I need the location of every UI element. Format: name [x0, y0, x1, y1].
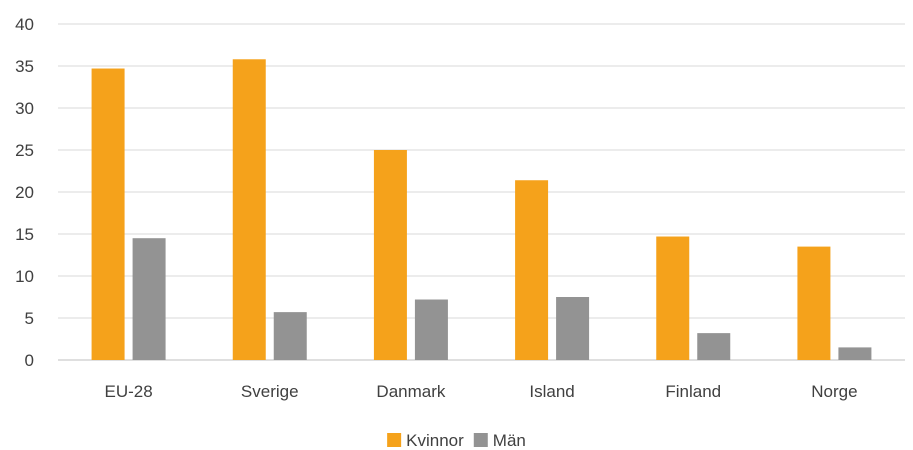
- y-tick-label: 25: [15, 141, 34, 160]
- legend-label-m-n: Män: [493, 431, 526, 450]
- bar-kvinnor-island: [515, 180, 549, 360]
- legend-label-kvinnor: Kvinnor: [406, 431, 464, 450]
- y-tick-label: 40: [15, 15, 34, 34]
- x-tick-label: Finland: [665, 382, 721, 401]
- bar-m-n-danmark: [414, 299, 448, 360]
- bar-kvinnor-eu-28: [91, 68, 125, 361]
- y-tick-label: 10: [15, 267, 34, 286]
- y-tick-label: 5: [25, 309, 34, 328]
- bar-m-n-finland: [697, 333, 731, 360]
- legend-swatch-kvinnor: [387, 433, 402, 447]
- bar-kvinnor-finland: [656, 236, 690, 360]
- y-tick-label: 0: [25, 351, 34, 370]
- bar-kvinnor-danmark: [373, 150, 407, 360]
- y-tick-label: 35: [15, 57, 34, 76]
- bar-m-n-sverige: [273, 312, 307, 360]
- bar-m-n-island: [556, 297, 590, 360]
- legend-swatch-m-n: [473, 433, 488, 447]
- y-tick-label: 15: [15, 225, 34, 244]
- bars: [91, 59, 872, 361]
- x-tick-label: Island: [529, 382, 574, 401]
- y-tick-label: 30: [15, 99, 34, 118]
- bar-kvinnor-sverige: [232, 59, 266, 360]
- x-tick-label: Norge: [811, 382, 857, 401]
- gridlines: [58, 23, 905, 361]
- x-tick-label: EU-28: [104, 382, 152, 401]
- x-axis-tick-labels: EU-28 Sverige Danmark Island Finland Norge: [104, 382, 857, 401]
- y-tick-label: 20: [15, 183, 34, 202]
- y-axis-tick-labels: 0 5 10 15 20 25 30 35 40: [15, 15, 34, 370]
- bar-m-n-eu-28: [132, 238, 166, 360]
- legend: Kvinnor Män: [387, 431, 526, 450]
- bar-m-n-norge: [838, 347, 872, 360]
- x-tick-label: Danmark: [376, 382, 445, 401]
- bar-kvinnor-norge: [797, 246, 831, 360]
- x-tick-label: Sverige: [241, 382, 299, 401]
